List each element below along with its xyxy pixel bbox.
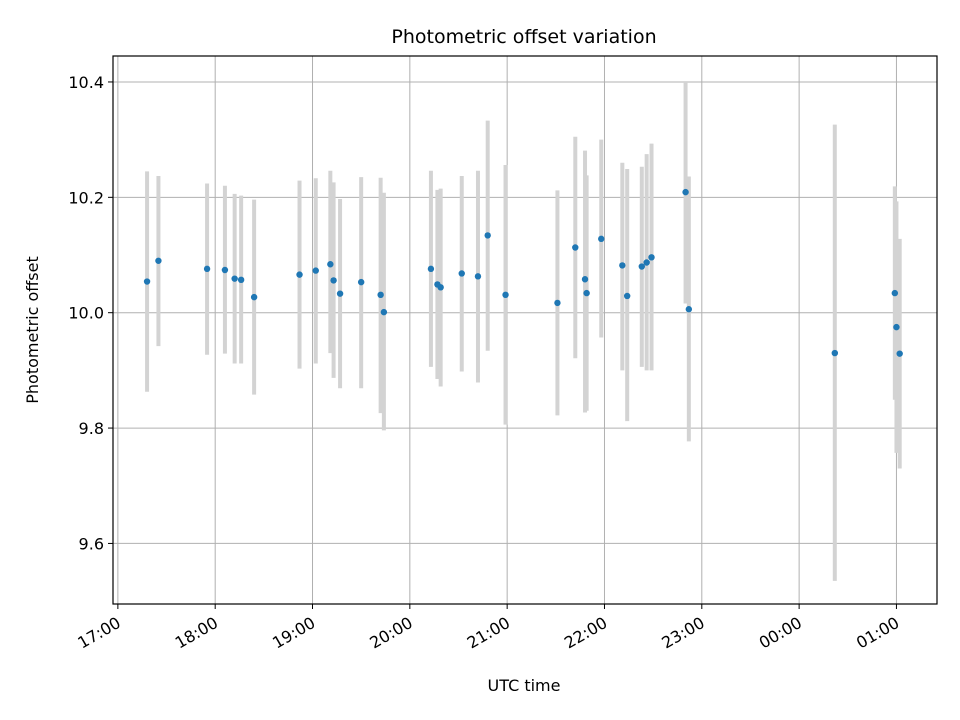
data-point xyxy=(357,278,365,286)
y-axis-ticks: 9.6 9.8 10.0 10.2 10.4 xyxy=(68,73,113,553)
chart-title: Photometric offset variation xyxy=(391,26,656,48)
y-tick-label: 10.0 xyxy=(68,304,104,323)
data-point xyxy=(643,259,650,266)
data-point xyxy=(581,276,589,283)
data-point xyxy=(648,254,655,261)
y-tick-label: 10.4 xyxy=(68,73,104,92)
data-point xyxy=(336,290,344,297)
data-point xyxy=(638,263,645,270)
data-point xyxy=(583,289,590,297)
data-points xyxy=(143,188,903,357)
data-point xyxy=(474,273,482,280)
data-point xyxy=(377,291,384,299)
data-point xyxy=(484,232,491,239)
data-point xyxy=(143,278,151,285)
data-point xyxy=(893,323,900,331)
data-point xyxy=(896,350,903,357)
data-point xyxy=(554,299,561,307)
data-point xyxy=(831,349,839,357)
data-point xyxy=(572,244,579,251)
data-point xyxy=(682,188,689,196)
data-point xyxy=(598,235,605,243)
data-point xyxy=(155,257,162,264)
data-point xyxy=(296,271,303,278)
y-tick-label: 10.2 xyxy=(68,188,104,207)
data-point xyxy=(312,267,319,274)
y-tick-label: 9.8 xyxy=(79,419,104,438)
data-point xyxy=(203,265,211,273)
data-point xyxy=(427,265,435,273)
data-point xyxy=(437,284,444,291)
data-point xyxy=(221,266,229,274)
data-point xyxy=(619,262,626,269)
data-point xyxy=(380,308,388,316)
data-point xyxy=(250,293,258,301)
data-point xyxy=(891,289,899,297)
data-point xyxy=(327,261,334,268)
plot-frame xyxy=(112,55,938,605)
x-axis-label: UTC time xyxy=(488,676,561,695)
data-point xyxy=(623,292,631,300)
data-point xyxy=(330,277,337,284)
data-point xyxy=(237,276,245,284)
y-axis-label: Photometric offset xyxy=(23,256,42,404)
data-point xyxy=(458,270,465,277)
data-point xyxy=(231,275,238,282)
data-point xyxy=(502,291,509,299)
y-tick-label: 9.6 xyxy=(79,534,104,553)
data-point xyxy=(685,306,693,313)
